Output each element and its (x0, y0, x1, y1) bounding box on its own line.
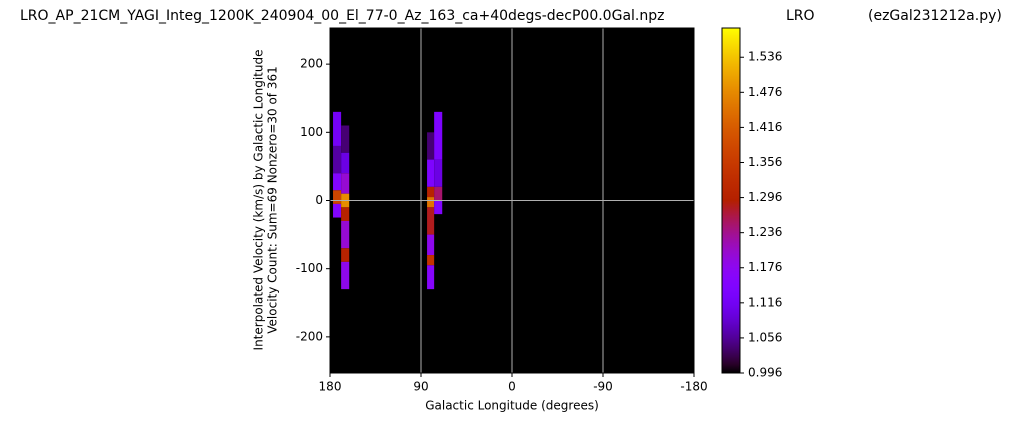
heat-cell (341, 207, 350, 221)
x-tick-label: 90 (413, 380, 428, 394)
x-tick-label: 0 (508, 380, 516, 394)
heat-cell (427, 265, 435, 290)
colorbar (721, 27, 741, 374)
heat-cell (427, 255, 435, 266)
heat-cell (341, 173, 350, 194)
heat-cell (427, 132, 435, 160)
x-tick-label: -180 (680, 380, 707, 394)
colorbar-tick-label: 1.176 (748, 260, 782, 274)
heat-cell (333, 111, 342, 146)
title-file: LRO_AP_21CM_YAGI_Integ_1200K_240904_00_E… (20, 8, 664, 24)
colorbar-tick-label: 1.236 (748, 225, 782, 239)
heat-cell (333, 173, 342, 191)
heat-cell (427, 159, 435, 187)
heat-cell (427, 207, 435, 235)
colorbar-tick-label: 1.416 (748, 120, 782, 134)
heat-cell (341, 152, 350, 174)
title-station: LRO (786, 8, 815, 24)
heat-cell (434, 159, 443, 187)
x-axis-label: Galactic Longitude (degrees) (425, 399, 599, 413)
heat-cell (341, 125, 350, 153)
colorbar-tick-label: 1.296 (748, 190, 782, 204)
colorbar-tick-label: 1.536 (748, 50, 782, 64)
heat-cell (333, 203, 342, 218)
heat-cell (341, 261, 350, 290)
colorbar-tick-label: 1.116 (748, 295, 782, 309)
heat-cell (341, 248, 350, 262)
heat-cell (427, 197, 435, 208)
x-tick-label: 180 (319, 380, 342, 394)
heat-cell (427, 234, 435, 256)
heat-cell (333, 145, 342, 174)
y-tick-label: -200 (296, 329, 323, 343)
y-tick-label: -100 (296, 261, 323, 275)
y-axis-label: Interpolated Velocity (km/s) by Galactic… (252, 50, 266, 351)
colorbar-tick-label: 1.056 (748, 330, 782, 344)
title-program: (ezGal231212a.py) (868, 8, 1002, 24)
colorbar-tick-label: 1.476 (748, 85, 782, 99)
heat-cell (434, 186, 443, 201)
y-axis-label: Velocity Count: Sum=69 Nonzero=30 of 361 (266, 66, 280, 333)
colorbar-tick-label: 1.356 (748, 155, 782, 169)
heat-cell (434, 200, 443, 215)
heat-cell (434, 111, 443, 160)
y-tick-label: 0 (315, 193, 323, 207)
x-tick-label: -90 (593, 380, 613, 394)
heat-cell (333, 190, 342, 204)
heat-cell (427, 186, 435, 198)
heat-cell (341, 220, 350, 249)
y-tick-label: 200 (300, 57, 323, 71)
y-tick-label: 100 (300, 125, 323, 139)
colorbar-tick-label: 0.996 (748, 366, 782, 380)
